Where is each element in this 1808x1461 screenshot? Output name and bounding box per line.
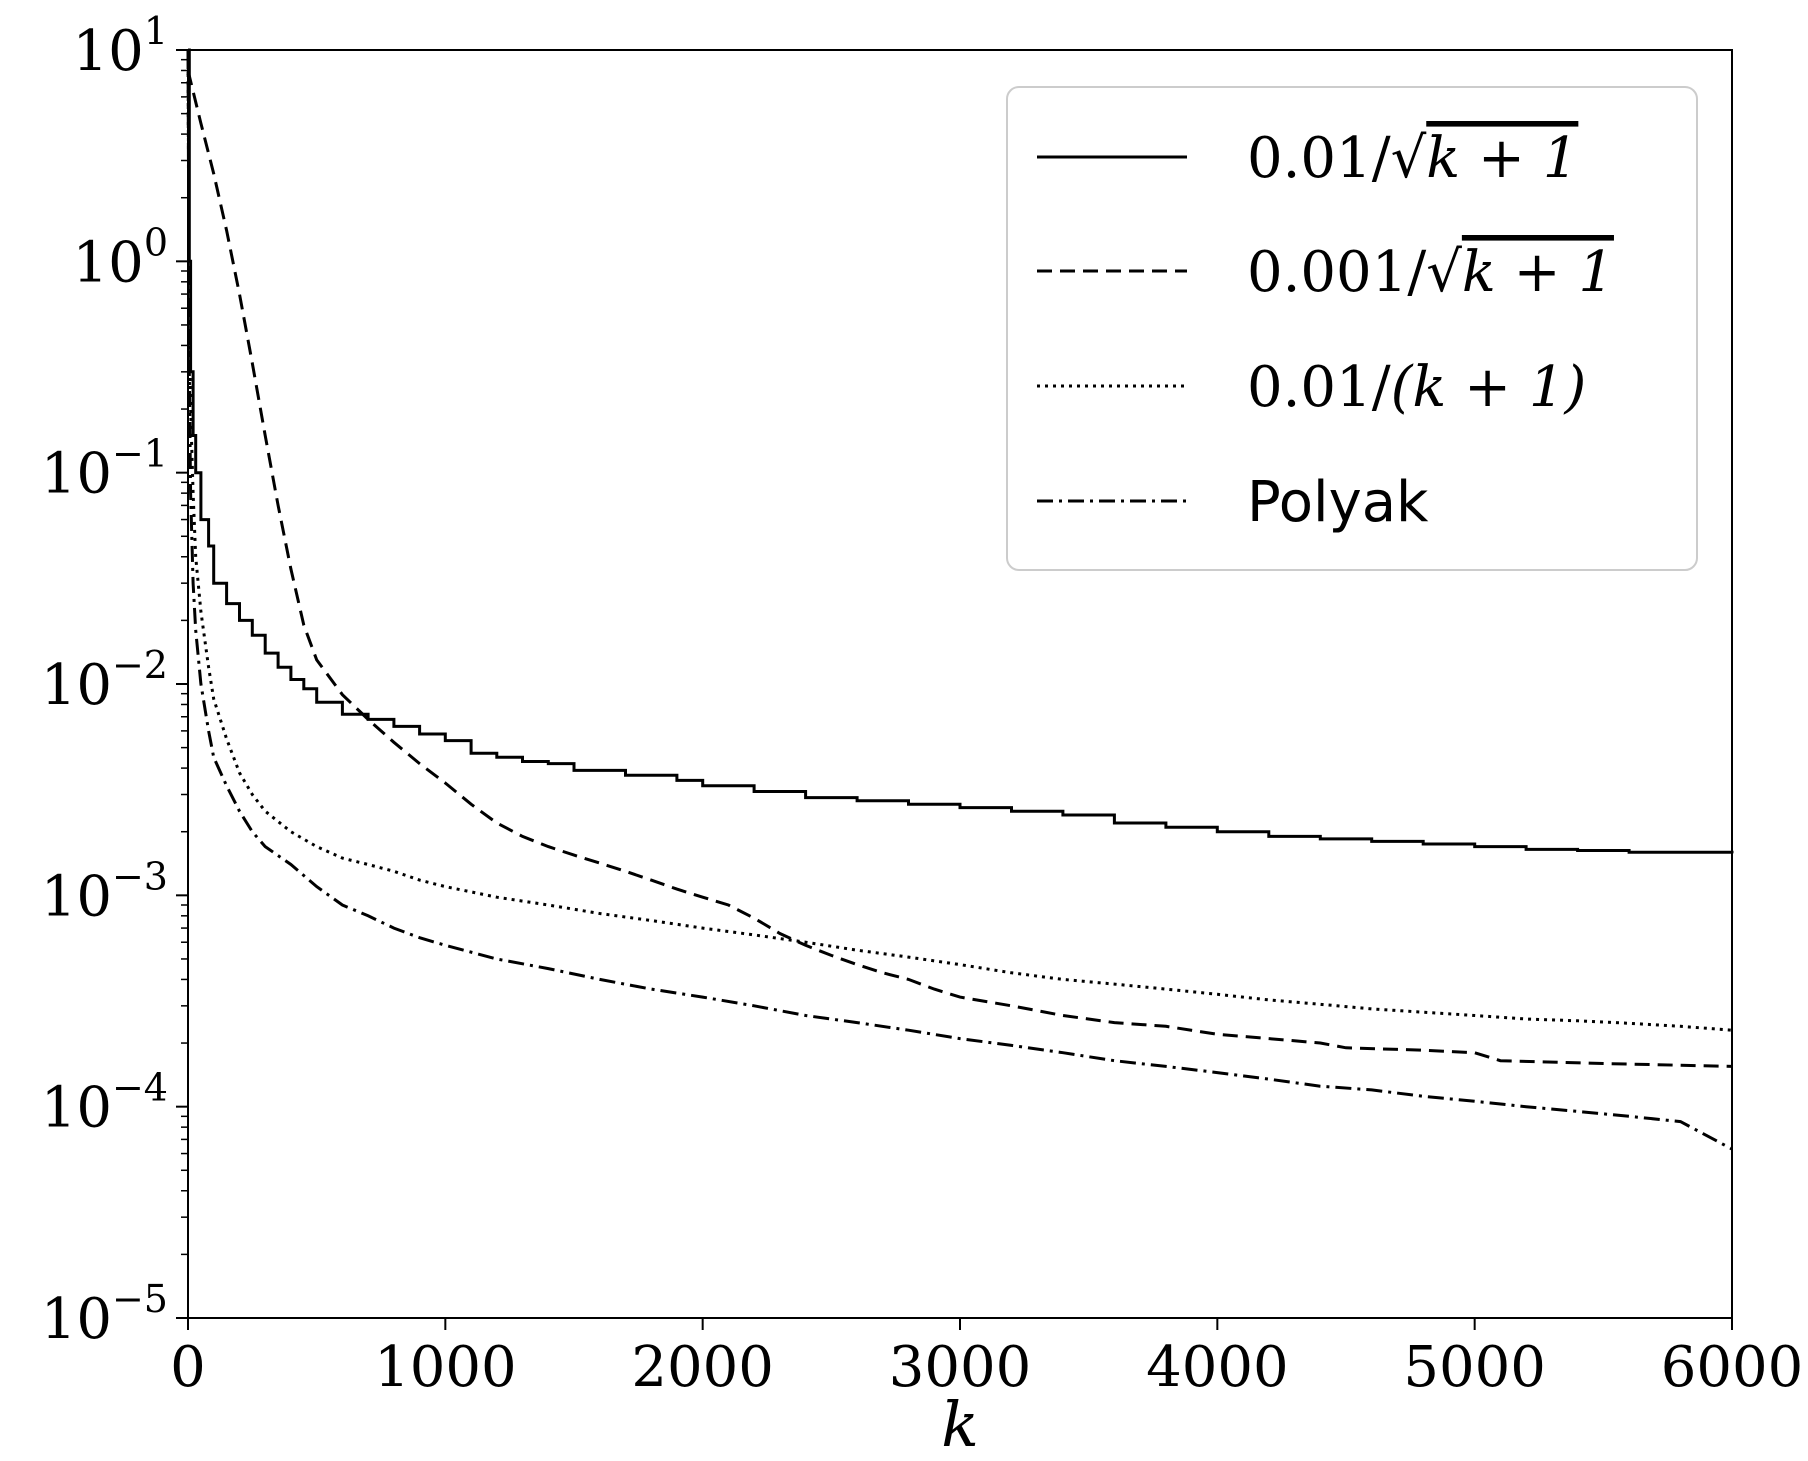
y-tick-label: 10−1 <box>41 432 168 507</box>
series-line-3 <box>186 49 1733 1032</box>
x-tick-label: 3000 <box>889 1335 1032 1400</box>
legend-label-4: Polyak <box>1247 470 1429 535</box>
legend-label-1: 0.01/√k + 1 <box>1247 126 1578 191</box>
x-tick-label: 0 <box>170 1335 206 1400</box>
y-tick-label: 100 <box>73 220 168 295</box>
legend-box <box>1006 86 1698 571</box>
y-tick-label: 10−4 <box>41 1066 168 1141</box>
y-tick-label: 10−3 <box>41 854 168 929</box>
legend-label-3: 0.01/(k + 1) <box>1247 355 1586 420</box>
x-axis-title: k <box>941 1388 979 1461</box>
x-tick-label: 6000 <box>1661 1335 1804 1400</box>
x-tick-label: 2000 <box>631 1335 774 1400</box>
y-tick-label: 10−5 <box>41 1277 168 1352</box>
series-line-1 <box>187 48 1734 854</box>
y-tick-label: 10−2 <box>41 643 168 718</box>
axes: 0 1000 2000 3000 4000 5000 6000 101 100 10−1 10−2 1… <box>41 9 1804 1461</box>
x-tick-label: 4000 <box>1146 1335 1289 1400</box>
series-line-4 <box>186 49 1733 1151</box>
x-tick-label: 5000 <box>1403 1335 1546 1400</box>
legend-label-2: 0.001/√k + 1 <box>1247 240 1614 305</box>
y-tick-label: 101 <box>73 9 168 84</box>
series-layer <box>186 48 1734 1151</box>
x-tick-label: 1000 <box>374 1335 517 1400</box>
legend: 0.01/√k + 1 0.001/√k + 1 0.01/(k + 1) Polya… <box>1006 86 1698 571</box>
series-line-2 <box>186 70 1733 1068</box>
